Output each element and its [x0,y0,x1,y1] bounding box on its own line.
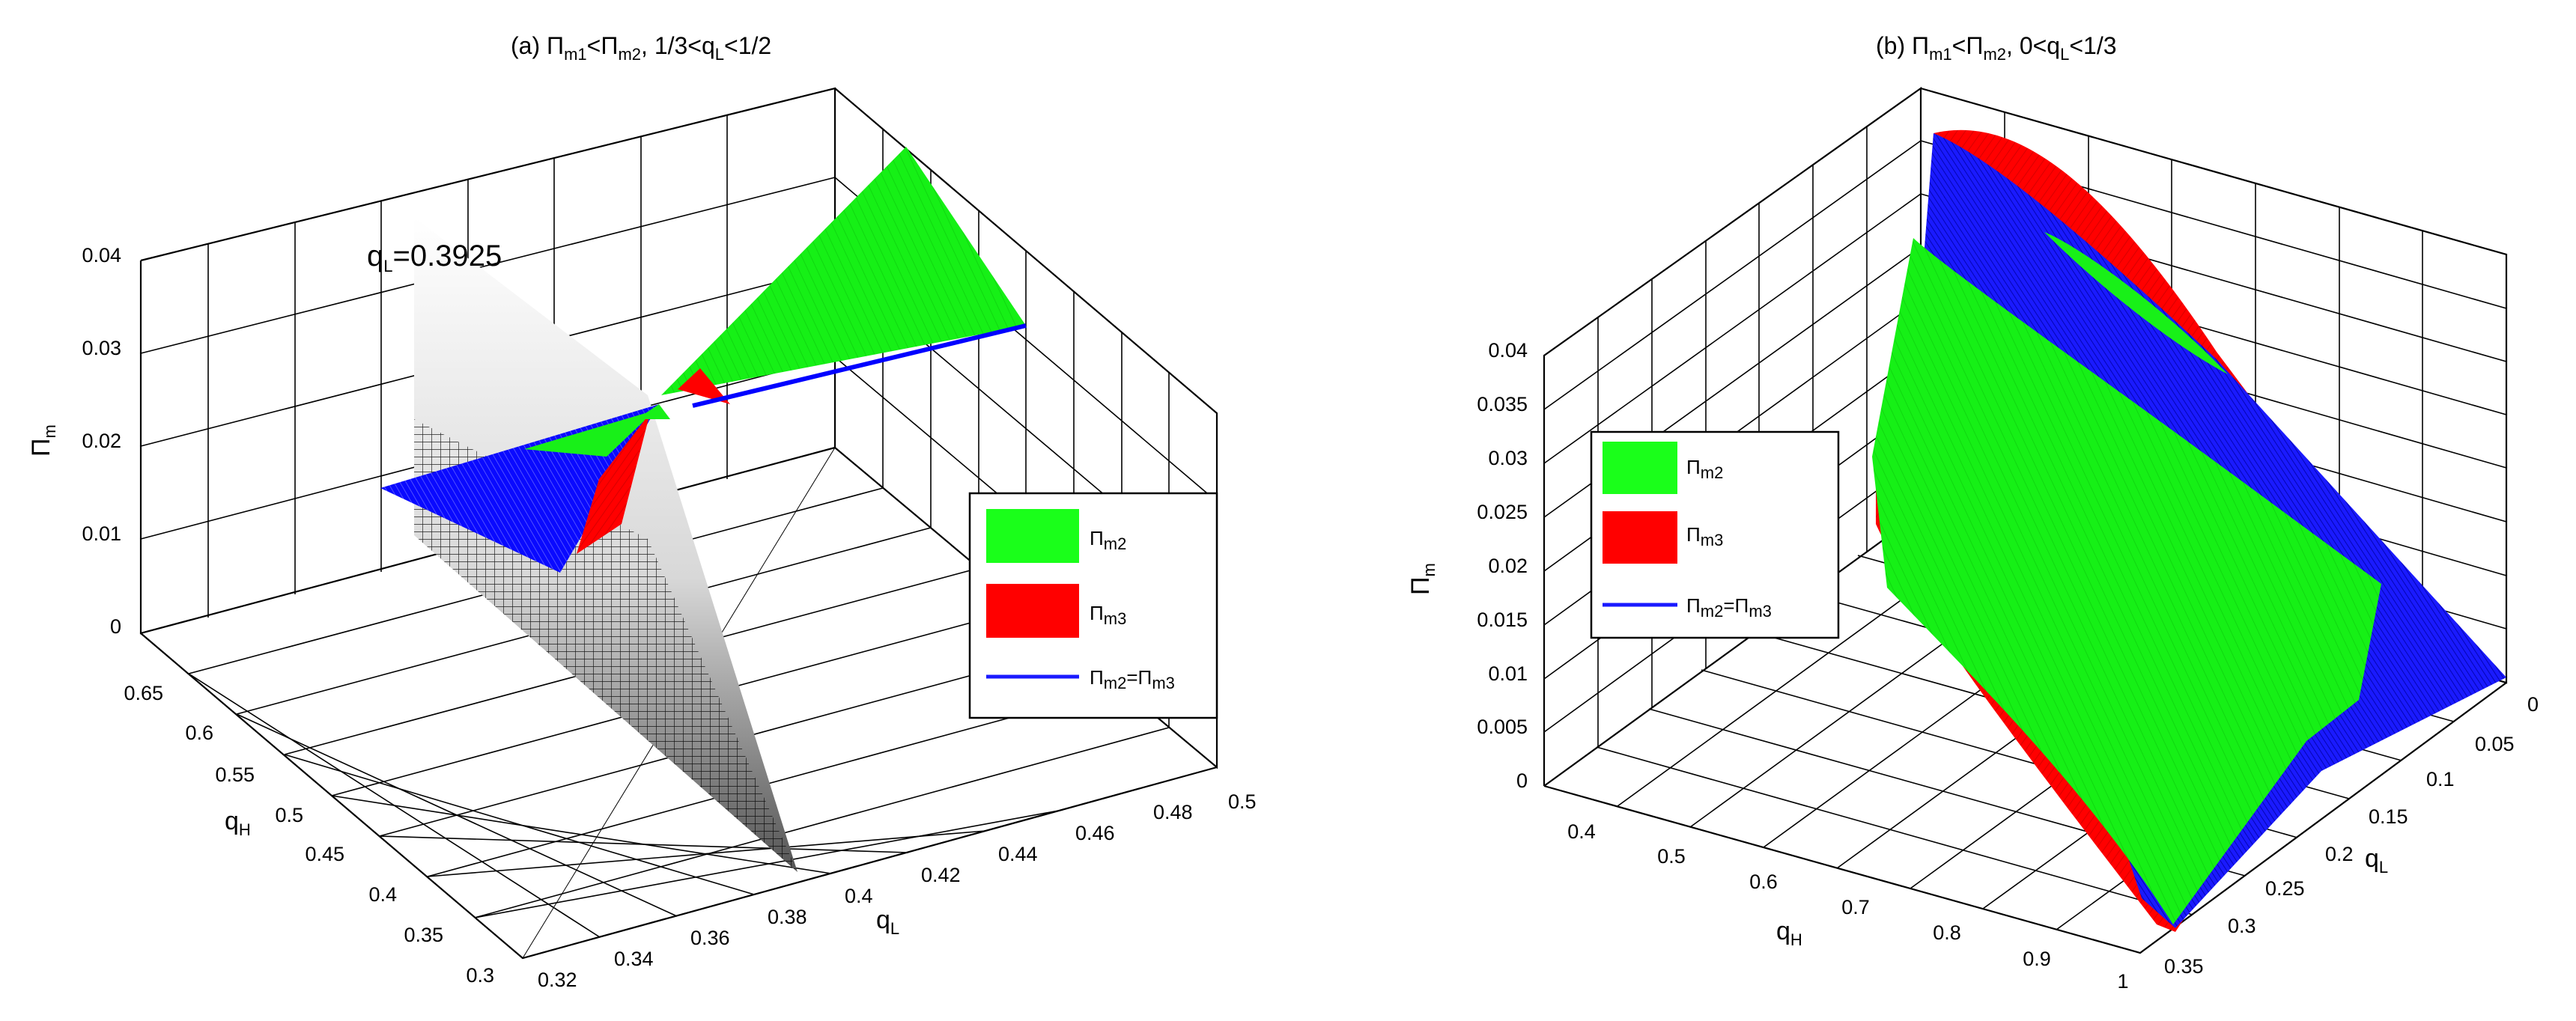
panel-a-y-ticks: 0.65 0.6 0.55 0.5 0.45 0.4 0.35 0.3 [124,682,494,987]
panel-a: Πm2 Πm3 Πm2=Πm3 0 0.01 0.02 0.03 0.04 0.… [27,32,1257,991]
panel-a-ylabel: qH [225,807,251,839]
legend-a-label-m3: Πm3 [1090,602,1126,628]
panel-b-surface-green-streak [2044,232,2228,374]
z-tick-b-8: 0.04 [1488,339,1528,362]
x-tick-b-2: 0.1 [2426,768,2455,790]
y-tick-a-7: 0.65 [124,682,163,704]
x-tick-a-4: 0.4 [845,885,873,907]
panel-a-surface-red-lower [577,413,650,554]
legend-a-label-m2: Πm2 [1090,527,1126,553]
x-tick-b-5: 0.25 [2265,877,2305,900]
panel-a-surface-green-lower [524,410,655,457]
x-tick-a-2: 0.36 [690,927,730,949]
legend-b-swatch-m3 [1603,511,1677,564]
panel-a-zlabel: Πm [27,424,59,457]
z-tick-a-3: 0.03 [82,337,121,359]
y-tick-a-5: 0.55 [215,764,255,786]
panel-b-legend: Πm2 Πm3 Πm2=Πm3 [1590,430,1840,639]
panel-a-legend: Πm2 Πm3 Πm2=Πm3 [968,492,1218,719]
panel-b-zlabel: Πm [1406,563,1439,595]
x-tick-a-6: 0.44 [998,843,1038,865]
panel-a-surfaces [380,147,1027,573]
x-tick-b-7: 0.35 [2164,955,2204,978]
panel-a-z-ticks: 0 0.01 0.02 0.03 0.04 [82,244,121,638]
y-tick-b-2: 0.6 [1749,871,1778,893]
y-tick-a-4: 0.5 [275,804,303,826]
x-tick-b-3: 0.15 [2369,805,2408,828]
z-tick-a-1: 0.01 [82,522,121,545]
z-tick-a-2: 0.02 [82,430,121,452]
legend-a-label-equal: Πm2=Πm3 [1090,666,1175,692]
y-tick-b-3: 0.7 [1841,896,1870,918]
z-tick-b-0: 0 [1516,769,1528,792]
z-tick-b-2: 0.01 [1488,662,1528,685]
y-tick-a-6: 0.6 [185,722,213,744]
panel-b-title: (b) Πm1<Πm2, 0<qL<1/3 [1876,32,2117,64]
legend-a-swatch-m2 [986,509,1079,563]
panel-b: Πm2 Πm3 Πm2=Πm3 0 0.005 0.01 0.015 0.02 … [1406,32,2539,993]
x-tick-a-5: 0.42 [921,864,961,886]
panel-b-xlabel: qL [2365,844,2388,877]
panel-a-surface-green-center [637,404,670,419]
y-tick-b-0: 0.4 [1567,820,1596,843]
y-tick-b-6: 1 [2117,970,2128,993]
panel-a-xlabel: qL [876,906,899,938]
panel-b-x-ticks: 0 0.05 0.1 0.15 0.2 0.25 0.3 0.35 [2164,693,2539,978]
legend-a-swatch-m3 [986,584,1079,638]
panel-b-surface-green [1872,238,2381,924]
y-tick-b-5: 0.9 [2023,948,2051,970]
x-tick-a-0: 0.32 [538,969,577,991]
x-tick-a-3: 0.38 [768,906,807,928]
panel-a-title: (a) Πm1<Πm2, 1/3<qL<1/2 [511,32,771,64]
x-tick-a-1: 0.34 [614,948,654,970]
panel-a-surface-red-upper [678,368,730,404]
z-tick-a-0: 0 [110,615,121,638]
x-tick-b-1: 0.05 [2475,733,2515,755]
panel-a-surface-green-upper [661,147,1026,395]
x-tick-a-8: 0.48 [1153,801,1193,823]
z-tick-a-4: 0.04 [82,244,121,266]
legend-b-label-m2: Πm2 [1686,456,1723,482]
z-tick-b-6: 0.03 [1488,447,1528,469]
x-tick-b-6: 0.3 [2228,915,2256,937]
panel-b-y-ticks: 0.4 0.5 0.6 0.7 0.8 0.9 1 [1567,820,2128,993]
y-tick-a-3: 0.45 [305,843,344,865]
z-tick-b-4: 0.02 [1488,555,1528,577]
z-tick-b-5: 0.025 [1477,501,1528,523]
y-tick-b-1: 0.5 [1657,845,1686,868]
panel-a-line-equal-upper [692,323,1027,408]
y-tick-a-1: 0.35 [404,924,443,946]
y-tick-a-2: 0.4 [368,883,397,906]
panel-a-annotation: qL=0.3925 [367,240,502,275]
x-tick-b-4: 0.2 [2325,843,2354,865]
legend-b-label-m3: Πm3 [1686,523,1723,549]
panel-b-z-ticks: 0 0.005 0.01 0.015 0.02 0.025 0.03 0.035… [1477,339,1528,792]
legend-b-label-equal: Πm2=Πm3 [1686,594,1772,621]
y-tick-b-4: 0.8 [1933,921,1961,944]
x-tick-a-9: 0.5 [1228,790,1257,813]
y-tick-a-0: 0.3 [466,964,494,987]
z-tick-b-1: 0.005 [1477,716,1528,738]
z-tick-b-3: 0.015 [1477,609,1528,631]
z-tick-b-7: 0.035 [1477,393,1528,415]
panel-a-x-ticks: 0.32 0.34 0.36 0.38 0.4 0.42 0.44 0.46 0… [538,790,1257,991]
x-tick-b-0: 0 [2527,693,2539,716]
x-tick-a-7: 0.46 [1075,822,1115,844]
legend-b-swatch-m2 [1603,442,1677,494]
panel-b-surfaces [1872,129,2506,932]
panel-b-ylabel: qH [1776,917,1802,949]
